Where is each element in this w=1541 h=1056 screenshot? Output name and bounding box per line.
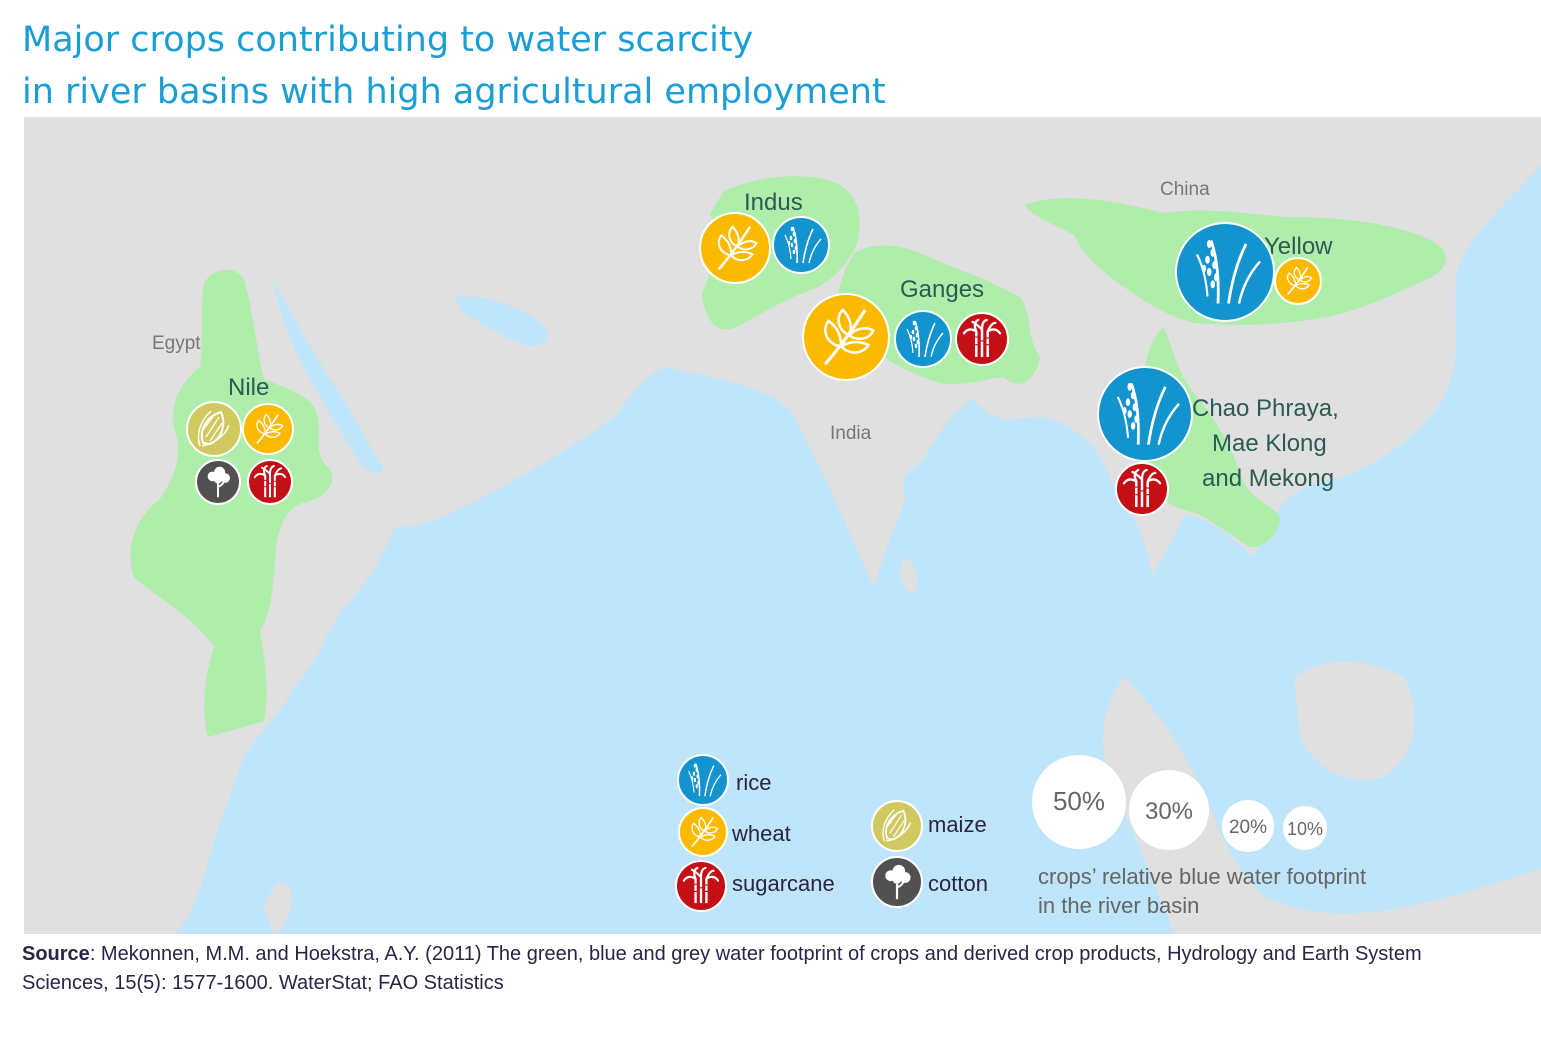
red-sea [272, 277, 384, 474]
nile-cotton-marker [195, 459, 241, 505]
size-circle-10 [1283, 806, 1327, 850]
size-label-10: 10% [1287, 819, 1323, 839]
label-ganges: Ganges [900, 276, 984, 303]
label-nile: Nile [228, 374, 269, 401]
label-chao-line-1: Chao Phraya, [1192, 395, 1339, 422]
size-label-20: 20% [1229, 817, 1267, 838]
land-sri-lanka [900, 557, 918, 592]
legend-maize: maize [871, 800, 987, 852]
label-egypt: Egypt [152, 333, 201, 354]
basin-map: Egypt India China Nile Indus Ganges Yell… [24, 117, 1541, 934]
map-title: Major crops contributing to water scarci… [22, 14, 886, 118]
label-yellow: Yellow [1264, 233, 1333, 260]
ganges-sugarcane-marker [955, 312, 1009, 366]
legend-cotton: cotton [871, 856, 988, 908]
land-indonesia [1102, 662, 1541, 934]
size-caption-line-2: in the river basin [1038, 893, 1199, 918]
legend-sugarcane-label: sugarcane [732, 871, 835, 896]
land-madagascar [264, 883, 292, 934]
legend: rice wheat sugarcane maize cotton 50% 30… [675, 754, 1366, 918]
label-india: India [830, 423, 872, 444]
size-label-30: 30% [1145, 798, 1193, 825]
bay-of-bengal [904, 417, 1134, 561]
label-indus: Indus [744, 189, 803, 216]
label-chao-line-2: Mae Klong [1212, 430, 1327, 457]
legend-wheat: wheat [678, 807, 791, 857]
nile-wheat-marker [242, 403, 294, 455]
legend-rice-label: rice [736, 770, 771, 795]
legend-wheat-label: wheat [731, 821, 791, 846]
nile-sugarcane-marker [247, 459, 293, 505]
basin-nile [130, 269, 333, 737]
mekong-rice-marker [1097, 366, 1193, 462]
size-circle-30 [1129, 770, 1209, 850]
size-label-50: 50% [1053, 786, 1105, 816]
mekong-sugarcane-marker [1115, 462, 1169, 516]
legend-sugarcane: sugarcane [675, 860, 835, 912]
size-caption-line-1: crops’ relative blue water footprint [1038, 864, 1366, 889]
indus-wheat-marker [699, 212, 771, 284]
indus-rice-marker [772, 216, 830, 274]
nile-maize-marker [186, 401, 242, 457]
ganges-wheat-marker [802, 293, 890, 381]
legend-rice: rice [677, 754, 771, 806]
source-note: Source: Mekonnen, M.M. and Hoekstra, A.Y… [22, 940, 1512, 998]
label-china: China [1160, 179, 1210, 200]
ganges-rice-marker [894, 310, 952, 368]
size-circle-50 [1032, 755, 1126, 849]
legend-maize-label: maize [928, 812, 987, 837]
yellow-wheat-marker [1274, 257, 1322, 305]
source-label: Source [22, 943, 90, 965]
persian-gulf [454, 296, 548, 346]
label-chao-line-3: and Mekong [1202, 465, 1334, 492]
legend-cotton-label: cotton [928, 871, 988, 896]
source-text: : Mekonnen, M.M. and Hoekstra, A.Y. (201… [22, 943, 1422, 994]
land-africa-arabia [24, 117, 1541, 934]
title-line-2: in river basins with high agricultural e… [22, 72, 886, 112]
yellow-rice-marker [1175, 222, 1275, 322]
size-circle-20 [1222, 800, 1274, 852]
title-line-1: Major crops contributing to water scarci… [22, 20, 754, 60]
